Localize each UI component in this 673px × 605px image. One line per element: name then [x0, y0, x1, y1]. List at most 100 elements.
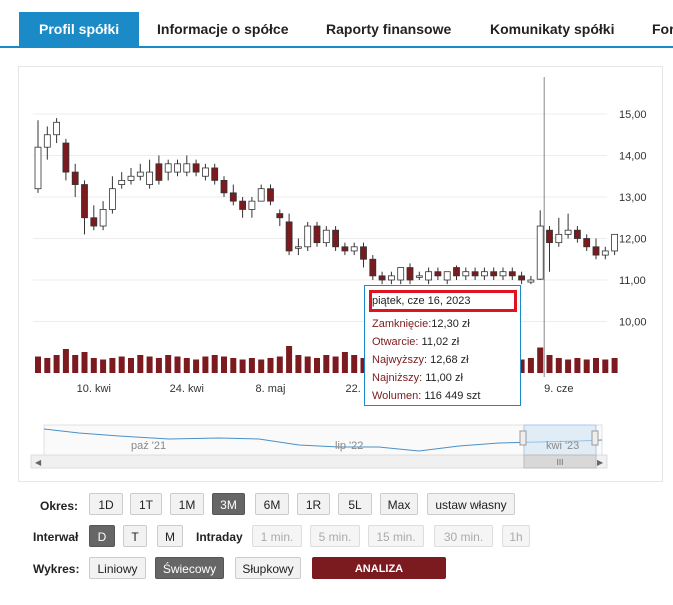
- volume-bar: [323, 355, 330, 373]
- volume-bar: [341, 352, 348, 373]
- volume-bar: [109, 358, 116, 373]
- slupkowy-button[interactable]: Słupkowy: [235, 557, 301, 579]
- intraday-5min-button[interactable]: 5 min.: [310, 525, 360, 547]
- candle-down: [220, 180, 228, 194]
- tooltip-open-label: Otwarcie:: [372, 336, 419, 348]
- candle-up: [248, 200, 256, 210]
- candle-up: [164, 163, 172, 173]
- candle-down: [155, 163, 163, 181]
- okres-1r-button[interactable]: 1R: [297, 493, 330, 515]
- tooltip-open-value: 11,02 zł: [421, 336, 460, 348]
- navigator-date-label: kwi '23: [546, 440, 579, 452]
- candle-up: [555, 233, 563, 244]
- x-tick-label: 9. cze: [544, 383, 573, 395]
- volume-bar: [583, 359, 590, 373]
- candle-down: [378, 275, 386, 281]
- candle-up: [174, 163, 181, 173]
- volume-bar: [62, 349, 69, 373]
- scroll-right-arrow: ▶: [597, 458, 604, 467]
- price-chart[interactable]: 15,00 14,00 13,00 12,00 11,00 10,00 10. kwi 24.…: [19, 67, 662, 481]
- y-tick-label: 15,00: [619, 109, 647, 121]
- tab-more[interactable]: For: [652, 21, 673, 37]
- candle-down: [434, 271, 442, 277]
- candle-down: [583, 238, 591, 248]
- candle-up: [601, 250, 609, 256]
- volume-bar: [128, 358, 134, 373]
- scroll-left-arrow: ◀: [35, 458, 42, 467]
- ustaw-wlasny-button[interactable]: ustaw własny: [427, 493, 515, 515]
- y-tick-label: 13,00: [619, 192, 647, 204]
- volume-bar: [155, 358, 162, 373]
- analiza-techniczna-button[interactable]: ANALIZA TECHNICZNA: [312, 557, 446, 597]
- volume-bar: [53, 355, 60, 373]
- tab-komunikaty-spolki[interactable]: Komunikaty spółki: [490, 21, 615, 37]
- tooltip-low-label: Najniższy:: [372, 372, 423, 384]
- intraday-15min-button[interactable]: 15 min.: [368, 525, 424, 547]
- chart-container: 15,00 14,00 13,00 12,00 11,00 10,00 10. kwi 24.…: [18, 66, 663, 482]
- okres-max-button[interactable]: Max: [380, 493, 418, 515]
- volume-bar: [351, 355, 358, 373]
- volume-bar: [546, 355, 553, 373]
- tab-profil-spolki[interactable]: Profil spółki: [19, 12, 140, 46]
- candle-up: [109, 188, 116, 210]
- tooltip-close-value: 12,30 zł: [431, 318, 470, 330]
- okres-3m-button[interactable]: 3M: [212, 493, 245, 515]
- tooltip-low-value: 11,00 zł: [425, 372, 463, 384]
- tab-bar: Profil spółki Informacje o spółce Raport…: [0, 0, 673, 48]
- volume-bar: [286, 346, 293, 373]
- okres-1t-button[interactable]: 1T: [130, 493, 162, 515]
- candle-down: [90, 217, 98, 227]
- interwal-d-button[interactable]: D: [89, 525, 115, 547]
- okres-5l-button[interactable]: 5L: [338, 493, 372, 515]
- intraday-30min-button[interactable]: 30 min.: [434, 525, 493, 547]
- candle-down: [592, 246, 600, 256]
- swiecowy-button[interactable]: Świecowy: [155, 557, 224, 579]
- volume-bar: [72, 355, 79, 373]
- volume-bar: [276, 356, 283, 373]
- candle-up: [564, 229, 572, 235]
- scrollbar-thumb: [523, 454, 597, 469]
- volume-bar: [118, 356, 125, 373]
- volume-bar: [602, 359, 609, 373]
- intraday-1min-button[interactable]: 1 min.: [252, 525, 302, 547]
- y-tick-label: 10,00: [619, 317, 647, 329]
- okres-1d-button[interactable]: 1D: [89, 493, 123, 515]
- candle-down: [276, 213, 284, 219]
- volume-bar: [211, 355, 218, 373]
- candle-down: [313, 225, 321, 244]
- candle-up: [322, 229, 330, 244]
- volume-bar: [518, 359, 525, 373]
- candle-down: [546, 229, 553, 244]
- chart-controls: Okres: 1D 1T 1M 3M 6M 1R 5L Max ustaw wł…: [0, 490, 673, 600]
- volume-bar: [593, 358, 599, 373]
- tooltip-date: piątek, cze 16, 2023: [372, 295, 471, 307]
- volume-bar: [183, 358, 190, 373]
- scrollbar-grip: III: [557, 458, 564, 467]
- y-tick-label: 12,00: [619, 234, 647, 246]
- navigator-background: [43, 424, 603, 456]
- volume-bar: [90, 358, 97, 373]
- interwal-m-button[interactable]: M: [157, 525, 183, 547]
- volume-bar: [81, 352, 88, 373]
- okres-6m-button[interactable]: 6M: [255, 493, 289, 515]
- volume-bar: [555, 358, 562, 373]
- tab-informacje-o-spolce[interactable]: Informacje o spółce: [157, 21, 289, 37]
- candle-up: [99, 209, 107, 227]
- interwal-t-button[interactable]: T: [123, 525, 147, 547]
- volume-bar: [258, 359, 265, 373]
- candle-up: [527, 279, 535, 283]
- volume-bar: [360, 358, 367, 373]
- candle-down: [360, 246, 367, 260]
- volume-bar: [100, 359, 107, 373]
- volume-bar: [314, 358, 320, 373]
- candle-down: [490, 271, 498, 277]
- tab-raporty-finansowe[interactable]: Raporty finansowe: [326, 21, 452, 37]
- candle-down: [62, 142, 70, 173]
- tooltip-high-value: 12,68 zł: [430, 354, 469, 366]
- candle-up: [480, 271, 488, 277]
- volume-bar: [137, 355, 144, 373]
- liniowy-button[interactable]: Liniowy: [89, 557, 146, 579]
- okres-1m-button[interactable]: 1M: [170, 493, 204, 515]
- intraday-1h-button[interactable]: 1h: [502, 525, 530, 547]
- candle-down: [71, 171, 79, 185]
